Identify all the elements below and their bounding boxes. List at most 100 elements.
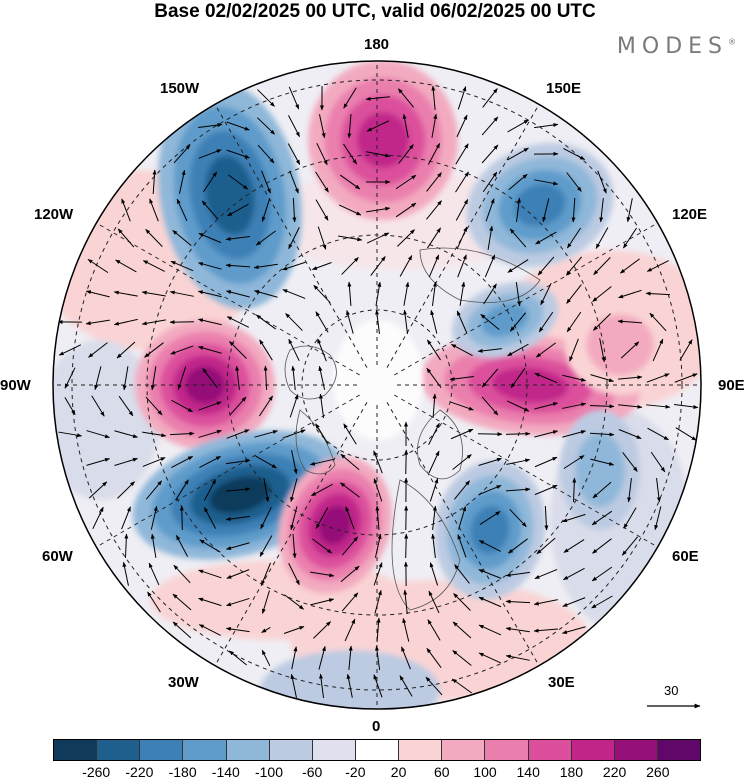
- wind-vector-arrow: [226, 487, 251, 492]
- wind-vector-arrow: [255, 314, 276, 330]
- positive-anomaly-center: [308, 61, 458, 220]
- wind-vector-arrow: [506, 400, 530, 412]
- wind-vector-arrow: [597, 170, 607, 194]
- meridian-line: [394, 219, 664, 376]
- lon-label-30w: 30W: [168, 674, 199, 691]
- wind-vector-arrow: [619, 258, 640, 274]
- wind-vector-arrow: [452, 454, 472, 470]
- wind-vector-arrow: [150, 505, 158, 530]
- wind-vector-arrow: [427, 619, 441, 641]
- wind-vector-arrow: [255, 230, 276, 246]
- wind-vector-arrow: [402, 113, 409, 138]
- wind-vector-arrow: [618, 375, 643, 380]
- wind-vector-arrow: [175, 534, 189, 557]
- wind-vector-arrow: [404, 533, 409, 559]
- wind-vector-arrow: [319, 673, 325, 698]
- wind-vector-arrow: [374, 589, 382, 614]
- wind-vector-arrow: [113, 290, 138, 297]
- wind-vector-arrow: [289, 170, 299, 194]
- wind-vector-arrow: [450, 401, 474, 411]
- wind-vector-arrow: [198, 149, 222, 159]
- wind-vector-arrow: [348, 645, 353, 670]
- wind-vector-arrow: [370, 256, 386, 276]
- wind-vector-arrow: [290, 506, 298, 531]
- wind-vector-arrow: [318, 645, 326, 670]
- wind-vector-arrow: [172, 621, 192, 639]
- wind-vector-arrow: [338, 235, 363, 242]
- wind-vector-arrow: [590, 458, 615, 466]
- wind-vector-arrow: [315, 199, 329, 221]
- wind-vector-arrow: [507, 147, 529, 161]
- wind-vector-arrow: [456, 114, 468, 138]
- wind-vector-arrow: [149, 198, 159, 222]
- wind-vector-arrow: [646, 260, 669, 272]
- wind-vector-arrow: [256, 117, 276, 135]
- wind-vector-arrow: [484, 254, 496, 278]
- wind-vector-arrow: [253, 263, 278, 270]
- wind-vector-arrow: [341, 592, 359, 612]
- wind-vector-arrow: [257, 144, 275, 164]
- wind-vector-arrow: [374, 533, 382, 558]
- colorbar-swatch: [399, 740, 443, 760]
- wind-vector-arrow: [226, 121, 250, 131]
- wind-vector-arrow: [432, 393, 437, 419]
- wind-vector-arrow: [508, 173, 528, 191]
- wind-vector-arrow: [507, 538, 528, 554]
- wind-vector-arrow: [481, 116, 499, 136]
- wind-vector-arrow: [481, 144, 499, 164]
- wind-vector-arrow: [534, 430, 559, 438]
- wind-vector-arrow: [150, 533, 157, 558]
- wind-vector-arrow: [599, 198, 604, 223]
- wind-vector-arrow: [561, 626, 586, 634]
- wind-vector-arrow: [169, 290, 194, 297]
- wind-vector-arrow: [592, 286, 612, 302]
- wind-vector-arrow: [458, 506, 467, 530]
- modes-logo: MODES®: [617, 34, 736, 59]
- wind-vector-arrow: [141, 290, 166, 297]
- colorbar-swatch: [485, 740, 529, 760]
- meridian-line: [211, 402, 368, 672]
- colorbar-swatch: [614, 740, 658, 760]
- wind-vector-arrow: [197, 290, 222, 298]
- wind-vector-arrow: [85, 319, 110, 326]
- wind-vector-arrow: [289, 394, 299, 418]
- wind-vector-arrow: [152, 169, 157, 195]
- wind-vector-arrow: [452, 650, 472, 666]
- wind-vector-arrow: [173, 144, 191, 164]
- wind-vector-arrow: [456, 226, 468, 250]
- wind-vector-arrow: [226, 149, 250, 159]
- wind-vector-arrow: [428, 422, 440, 445]
- wind-vector-arrow: [170, 260, 194, 272]
- wind-vector-arrow: [627, 478, 632, 503]
- wind-vector-arrow: [340, 453, 360, 471]
- wind-vector-arrow: [428, 450, 440, 474]
- wind-vector-arrow: [198, 429, 222, 438]
- colorbar-swatch: [183, 740, 227, 760]
- wind-vector-arrow: [404, 449, 409, 475]
- wind-vector-arrow: [397, 88, 415, 108]
- wind-vector-arrow: [290, 478, 298, 503]
- wind-vector-arrow: [622, 452, 638, 472]
- wind-vector-arrow: [451, 678, 473, 694]
- wind-vector-arrow: [449, 375, 474, 381]
- wind-vector-arrow: [540, 282, 552, 306]
- colorbar-tick-label: -60: [302, 764, 323, 780]
- wind-vector-arrow: [145, 396, 163, 416]
- wind-vector-arrow: [116, 341, 136, 359]
- wind-vector-arrow: [291, 646, 298, 670]
- lon-label-180: 180: [364, 36, 390, 53]
- wind-vector-arrow: [114, 430, 139, 438]
- colorbar-tick-label: -180: [168, 764, 197, 780]
- wind-vector-arrow: [255, 455, 277, 469]
- negative-anomaly-center: [451, 282, 559, 358]
- wind-vector-arrow: [345, 506, 355, 530]
- wind-vector-arrow: [427, 339, 441, 361]
- wind-vector-arrow: [285, 313, 303, 331]
- wind-vector-arrow: [431, 533, 436, 558]
- wind-vector-arrow: [427, 142, 441, 165]
- meridian-line: [211, 98, 368, 368]
- colorbar-tick-label: -100: [254, 764, 284, 780]
- wind-vector-arrow: [86, 430, 110, 439]
- wind-vector-arrow: [480, 313, 500, 331]
- wind-vector-arrow: [431, 281, 437, 306]
